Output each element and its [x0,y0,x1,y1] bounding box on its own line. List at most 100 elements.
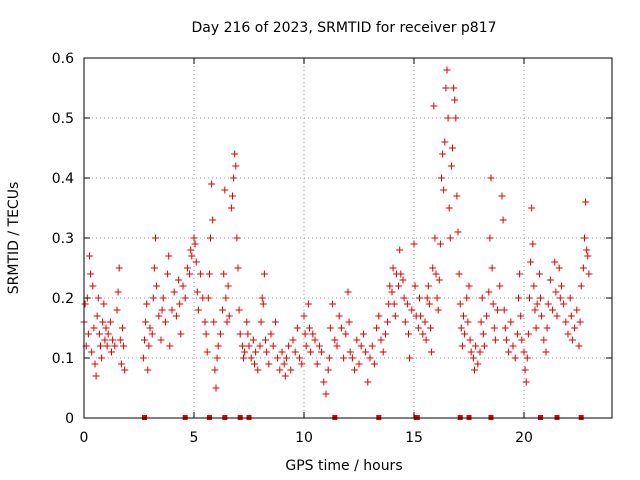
data-point [499,216,507,224]
data-point [474,360,482,368]
data-point [417,312,425,320]
data-point [414,324,422,332]
x-tick-label: 0 [80,430,89,446]
data-point [326,324,334,332]
data-point [560,300,568,308]
data-point [149,294,157,302]
data-point [93,312,101,320]
data-point [254,366,262,374]
data-point [485,288,493,296]
data-point [259,300,267,308]
data-point [377,336,385,344]
data-point [114,288,122,296]
x-tick-label: 10 [295,430,313,446]
data-point [395,282,403,290]
data-point [477,318,485,326]
data-point [458,342,466,350]
data-point [236,330,244,338]
data-point [478,294,486,302]
data-point [469,354,477,362]
data-point [194,306,202,314]
data-point [296,354,304,362]
data-point [562,318,570,326]
data-point [359,330,367,338]
data-point [429,264,437,272]
data-point [300,312,308,320]
data-point [150,264,158,272]
data-point [240,354,247,362]
data-point [424,282,432,290]
data-point [436,240,444,248]
data-point [529,240,537,248]
data-point [222,294,230,302]
data-point [546,276,554,284]
data-point [84,330,92,338]
y-tick-label: 0.4 [52,171,74,187]
data-point [530,282,538,290]
data-point [443,66,451,74]
data-point [337,324,345,332]
data-point [139,354,147,362]
data-point [406,354,414,362]
data-point [165,252,173,260]
data-point [366,354,374,362]
data-point [99,318,107,326]
data-point [532,324,540,332]
data-point [487,174,495,182]
data-point [344,288,352,296]
data-point [153,282,161,290]
data-point [304,300,312,308]
data-point [269,342,277,350]
data-point [168,306,176,314]
y-tick-label: 0.5 [52,111,74,127]
data-point [516,270,524,278]
data-point [538,312,546,320]
data-point [252,348,260,356]
data-point [408,306,416,314]
data-point [502,336,510,344]
data-point [340,354,348,362]
data-point [494,306,502,314]
data-point [170,288,178,296]
data-point [155,312,163,320]
data-point [353,336,361,344]
data-point [518,336,526,344]
data-point [483,312,491,320]
data-point [325,354,333,362]
grid [84,58,612,418]
data-point [249,336,257,344]
data-point [211,366,219,374]
y-tick-label: 0.3 [52,231,74,247]
data-point [355,360,363,368]
data-point [95,330,103,338]
data-point [90,324,98,332]
data-point [528,204,536,212]
data-point [166,342,174,350]
data-point [457,324,465,332]
data-point [434,306,442,314]
data-point [106,318,114,326]
data-point [231,150,239,158]
data-point [89,282,97,290]
data-point [121,366,129,374]
data-point [243,318,251,326]
data-point [476,348,484,356]
data-point [449,144,456,152]
x-axis-label: GPS time / hours [285,458,402,474]
data-point [176,300,184,308]
data-point [389,264,397,272]
data-point [335,312,343,320]
y-tick-label: 0.2 [52,291,74,307]
data-point [224,282,232,290]
data-point [187,246,195,254]
data-point [399,276,407,284]
data-point [527,258,535,266]
data-point [142,318,150,326]
data-point [331,336,339,344]
data-point [201,318,209,326]
data-point [444,114,452,122]
data-point [216,330,224,338]
data-point [410,240,418,248]
data-point [441,138,449,146]
